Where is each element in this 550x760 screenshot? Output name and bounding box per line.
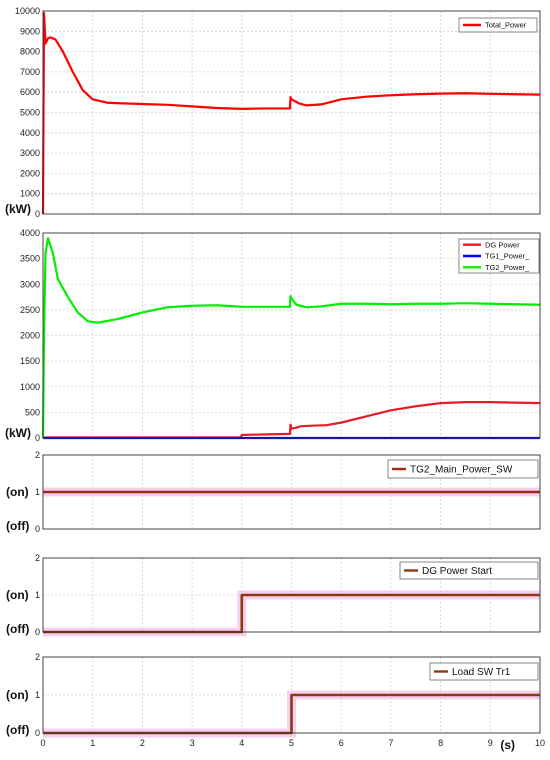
chart-panel-4: 0 1 2 (on) (off) DG Power Start bbox=[6, 553, 541, 637]
state-label-off: (off) bbox=[6, 622, 29, 636]
y-tick-label: 3000 bbox=[20, 148, 40, 158]
legend-box bbox=[429, 662, 539, 681]
y-tick-label: 2000 bbox=[20, 168, 40, 178]
legend-box bbox=[399, 561, 539, 580]
y-tick-label: 0 bbox=[35, 627, 40, 637]
y-tick-label: 1 bbox=[35, 487, 40, 497]
y-tick-label: 0 bbox=[35, 728, 40, 738]
x-tick-label: 0 bbox=[40, 738, 45, 748]
state-label-on: (on) bbox=[6, 588, 29, 602]
plot-frame bbox=[42, 656, 541, 734]
plot-frame bbox=[42, 10, 541, 215]
y-tick-label: 4000 bbox=[20, 128, 40, 138]
y-tick-label: 1000 bbox=[20, 382, 40, 392]
legend-box bbox=[458, 17, 538, 33]
x-tick-label: 8 bbox=[438, 738, 443, 748]
legend: TG2_Main_Power_SW bbox=[387, 459, 539, 479]
chart-panel-1: 0 1000 2000 3000 4000 5000 6000 7000 8000 9000 100… bbox=[5, 6, 541, 219]
legend-label-load-sw-tr1: Load SW Tr1 bbox=[452, 667, 511, 678]
state-label-on: (on) bbox=[6, 485, 29, 499]
legend: Load SW Tr1 bbox=[429, 662, 539, 681]
y-tick-label: 2 bbox=[35, 652, 40, 662]
y-tick-label: 0 bbox=[35, 433, 40, 443]
x-tick-label: 5 bbox=[289, 738, 294, 748]
chart-panel-3: 0 1 2 (on) (off) TG2_Main_Power_SW bbox=[6, 450, 541, 534]
y-tick-label: 10000 bbox=[15, 6, 40, 16]
y-tick-label: 3000 bbox=[20, 279, 40, 289]
state-label-on: (on) bbox=[6, 688, 29, 702]
legend-label-tg1-power: TG1_Power_ bbox=[485, 252, 530, 261]
x-tick-label: 6 bbox=[339, 738, 344, 748]
y-tick-label: 3500 bbox=[20, 254, 40, 264]
chart-panel-2: 0 500 1000 1500 2000 2500 3000 3500 4000 (kW) DG P… bbox=[5, 228, 541, 443]
legend-label-tg2-power: TG2_Power_ bbox=[485, 263, 530, 272]
y-tick-label: 1000 bbox=[20, 189, 40, 199]
y-tick-label: 2 bbox=[35, 553, 40, 563]
y-unit-label: (kW) bbox=[5, 426, 31, 440]
legend: Total_Power bbox=[458, 17, 538, 33]
y-tick-label: 1 bbox=[35, 690, 40, 700]
x-tick-label: 2 bbox=[140, 738, 145, 748]
y-tick-label: 1500 bbox=[20, 356, 40, 366]
legend-label-tg2-main-power-sw: TG2_Main_Power_SW bbox=[410, 465, 513, 476]
x-tick-label: 1 bbox=[90, 738, 95, 748]
legend-label-dg-power: DG Power bbox=[485, 240, 520, 249]
legend: DG Power Start bbox=[399, 561, 539, 580]
x-tick-label: 10 bbox=[535, 738, 545, 748]
series-line-dg-power bbox=[43, 401, 541, 439]
state-label-off: (off) bbox=[6, 723, 29, 737]
x-unit-label: (s) bbox=[500, 738, 515, 752]
y-tick-label: 6000 bbox=[20, 87, 40, 97]
chart-panel-5: 0 1 2 (on) (off) Load SW Tr1 0 1 2 3 4 5 6 7 8 9 10 (s) bbox=[6, 652, 545, 752]
x-tick-label: 4 bbox=[239, 738, 244, 748]
x-tick-label: 9 bbox=[488, 738, 493, 748]
legend-label-dg-power-start: DG Power Start bbox=[422, 566, 492, 577]
state-label-off: (off) bbox=[6, 519, 29, 533]
x-tick-label: 7 bbox=[388, 738, 393, 748]
series-line-total-power bbox=[41, 11, 541, 215]
y-unit-label: (kW) bbox=[5, 202, 31, 216]
y-tick-label: 500 bbox=[25, 407, 40, 417]
y-tick-label: 0 bbox=[35, 209, 40, 219]
plot-frame bbox=[42, 232, 541, 439]
y-tick-label: 4000 bbox=[20, 228, 40, 238]
plot-frame bbox=[42, 557, 541, 633]
x-tick-label: 3 bbox=[190, 738, 195, 748]
y-tick-label: 7000 bbox=[20, 67, 40, 77]
y-tick-label: 2000 bbox=[20, 331, 40, 341]
series-line-tg2-power bbox=[41, 237, 541, 439]
legend-label-total-power: Total_Power bbox=[485, 21, 527, 30]
y-tick-label: 2500 bbox=[20, 305, 40, 315]
y-tick-label: 2 bbox=[35, 450, 40, 460]
y-tick-label: 8000 bbox=[20, 47, 40, 57]
y-tick-label: 9000 bbox=[20, 26, 40, 36]
legend: DG Power TG1_Power_ TG2_Power_ bbox=[458, 238, 540, 274]
y-tick-label: 0 bbox=[35, 524, 40, 534]
legend-box bbox=[387, 459, 539, 479]
plot-frame bbox=[42, 454, 541, 530]
y-tick-label: 1 bbox=[35, 590, 40, 600]
y-tick-label: 5000 bbox=[20, 108, 40, 118]
